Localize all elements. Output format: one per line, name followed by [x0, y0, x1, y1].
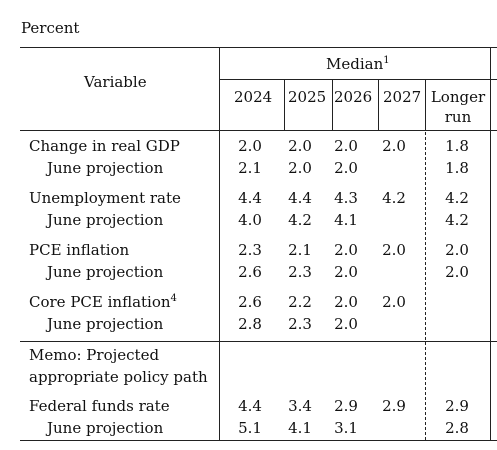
table-cell: 2.3 [288, 263, 312, 281]
table-cell: 5.1 [238, 419, 262, 437]
variable-header: Variable [84, 73, 147, 91]
table-cell: 2.9 [334, 397, 358, 415]
row-label: Change in real GDP [29, 137, 180, 155]
table-cell: 2.6 [238, 263, 262, 281]
table-cell: 2.0 [334, 293, 358, 311]
table-cell: 2.0 [334, 241, 358, 259]
median-label: Median [326, 55, 384, 73]
table-cell: 2.2 [288, 293, 312, 311]
year-divider-longer-run [425, 79, 426, 130]
table-cell: 3.1 [334, 419, 358, 437]
table-cell: 4.2 [445, 211, 469, 229]
header-bottom-rule [20, 130, 497, 131]
memo-line1: Memo: Projected [29, 346, 160, 364]
table-cell: 4.2 [445, 189, 469, 207]
table-bottom-rule [20, 440, 497, 441]
table-cell: 2.0 [382, 241, 406, 259]
table-cell: 1.8 [445, 159, 469, 177]
table-cell: 2.0 [334, 159, 358, 177]
year-header-2026: 2026 [334, 88, 373, 106]
table-cell: 2.0 [334, 315, 358, 333]
row-label-june-projection: June projection [47, 159, 163, 177]
longer-run-dashed-divider [425, 132, 426, 440]
table-right-edge [490, 47, 491, 440]
table-cell: 2.0 [382, 137, 406, 155]
table-top-rule [20, 47, 497, 48]
memo-top-rule [20, 341, 497, 342]
row-label-june-projection: June projection [47, 211, 163, 229]
table-cell: 2.6 [238, 293, 262, 311]
year-header-2025: 2025 [288, 88, 327, 106]
table-cell: 3.4 [288, 397, 312, 415]
row-label-text: June projection [47, 159, 164, 177]
year-divider-2027 [378, 79, 379, 130]
table-cell: 2.0 [445, 263, 469, 281]
year-divider-2025 [284, 79, 285, 130]
row-label-text: Unemployment rate [29, 189, 181, 207]
table-cell: 4.2 [288, 211, 312, 229]
median-footnote-mark: 1 [383, 55, 390, 66]
row-label-text: Change in real GDP [29, 137, 180, 155]
memo-line2: appropriate policy path [29, 368, 208, 386]
row-label: PCE inflation [29, 241, 129, 259]
table-cell: 2.0 [445, 241, 469, 259]
row-label-text: Federal funds rate [29, 397, 170, 415]
year-header-2027: 2027 [383, 88, 422, 106]
table-cell: 4.4 [288, 189, 312, 207]
year-divider-2026 [332, 79, 333, 130]
median-underline [219, 79, 497, 80]
table-cell: 4.4 [238, 397, 262, 415]
table-caption: Percent [21, 19, 80, 37]
row-label-text: June projection [47, 263, 164, 281]
row-label-june-projection: June projection [47, 315, 163, 333]
table-cell: 2.8 [445, 419, 469, 437]
year-header-2024: 2024 [234, 88, 273, 106]
row-label-text: June projection [47, 419, 164, 437]
table-cell: 2.0 [334, 137, 358, 155]
table-cell: 2.3 [288, 315, 312, 333]
table-cell: 2.1 [238, 159, 262, 177]
row-label-text: June projection [47, 211, 164, 229]
table-cell: 2.8 [238, 315, 262, 333]
row-label-june-projection: June projection [47, 419, 163, 437]
table-cell: 4.2 [382, 189, 406, 207]
longer-run-header: Longer run [430, 88, 486, 126]
table-cell: 2.0 [334, 263, 358, 281]
longer-run-line1: Longer [430, 88, 486, 106]
row-label: Core PCE inflation4 [29, 293, 177, 311]
table-cell: 2.0 [288, 159, 312, 177]
table-cell: 2.3 [238, 241, 262, 259]
table-cell: 2.1 [288, 241, 312, 259]
table-cell: 2.0 [288, 137, 312, 155]
table-cell: 4.1 [288, 419, 312, 437]
table-cell: 4.1 [334, 211, 358, 229]
row-label-text: Core PCE inflation [29, 293, 171, 311]
longer-run-line2: run [444, 108, 472, 126]
row-label-text: June projection [47, 315, 164, 333]
row-label-text: PCE inflation [29, 241, 130, 259]
table-cell: 4.3 [334, 189, 358, 207]
row-label-june-projection: June projection [47, 263, 163, 281]
table-cell: 2.9 [445, 397, 469, 415]
table-cell: 2.0 [238, 137, 262, 155]
row-label: Unemployment rate [29, 189, 181, 207]
variable-column-divider [219, 47, 220, 440]
row-footnote-mark: 4 [170, 293, 177, 304]
median-header: Median1 [326, 55, 390, 73]
table-cell: 4.0 [238, 211, 262, 229]
table-cell: 4.4 [238, 189, 262, 207]
table-cell: 2.9 [382, 397, 406, 415]
row-label: Federal funds rate [29, 397, 170, 415]
table-cell: 1.8 [445, 137, 469, 155]
table-cell: 2.0 [382, 293, 406, 311]
